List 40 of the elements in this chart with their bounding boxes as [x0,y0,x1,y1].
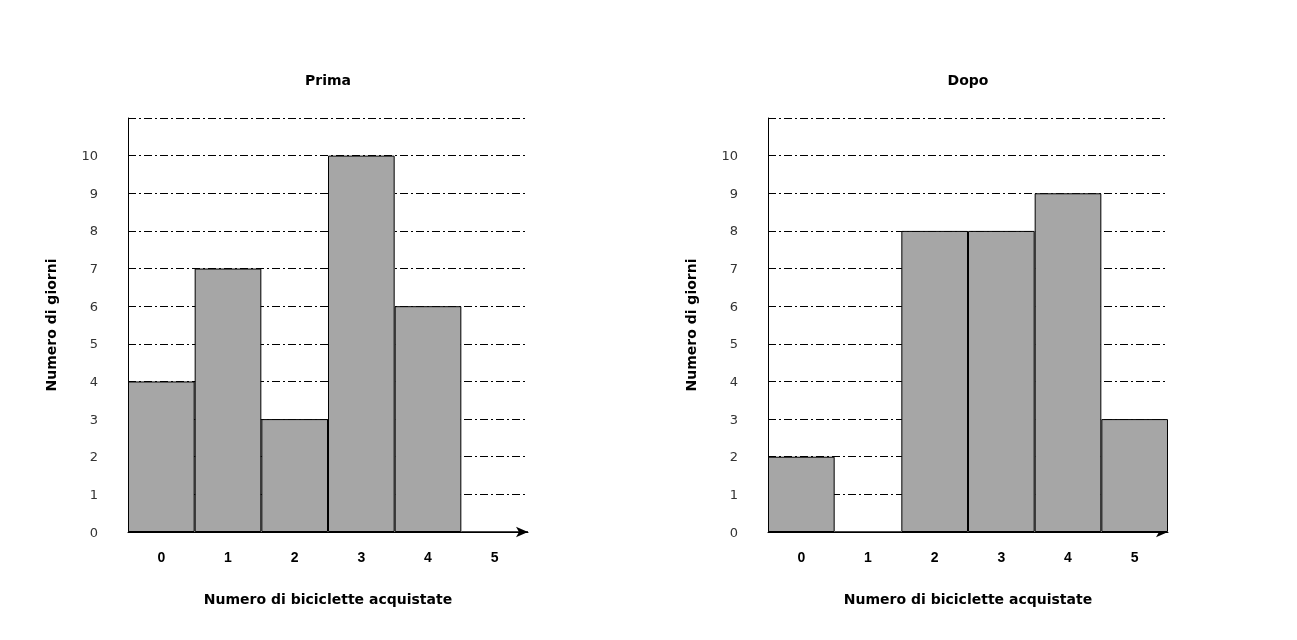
y-tick-label: 4 [729,373,738,389]
x-tick-label: 2 [930,549,939,565]
y-tick-label: 2 [729,449,738,465]
y-tick-label: 9 [729,185,738,201]
x-tick-label: 0 [157,549,166,565]
y-tick-label: 1 [89,486,98,502]
x-tick-label: 0 [797,549,806,565]
y-tick-label: 8 [729,223,738,239]
y-tick-label: 3 [729,411,738,427]
x-tick-label: 5 [1130,549,1139,565]
y-tick-label: 0 [729,524,738,540]
chart-title: Dopo [947,72,989,88]
x-tick-label: 1 [864,549,873,565]
y-tick-label: 10 [81,148,98,164]
y-tick-label: 5 [729,336,738,352]
x-axis-title: Numero di biciclette acquistate [843,591,1093,607]
y-tick-label: 2 [89,449,98,465]
y-tick-label: 1 [729,486,738,502]
chart-title: Prima [305,72,351,88]
x-tick-label: 4 [424,549,433,565]
y-tick-label: 6 [729,298,738,314]
x-tick-label: 5 [490,549,499,565]
y-axis-title: Numero di giorni [683,258,699,392]
y-tick-label: 7 [89,261,98,277]
x-tick-label: 2 [290,549,299,565]
y-tick-label: 7 [729,261,738,277]
y-tick-label: 9 [89,185,98,201]
y-tick-label: 4 [89,373,98,389]
x-tick-label: 4 [1064,549,1073,565]
x-tick-label: 1 [224,549,233,565]
y-tick-label: 8 [89,223,98,239]
y-axis-title: Numero di giorni [43,258,59,392]
y-tick-label: 6 [89,298,98,314]
y-tick-label: 0 [89,524,98,540]
y-tick-label: 3 [89,411,98,427]
x-axis-title: Numero di biciclette acquistate [203,591,453,607]
x-tick-label: 3 [357,549,366,565]
y-tick-label: 5 [89,336,98,352]
y-tick-label: 10 [721,148,738,164]
x-tick-label: 3 [997,549,1006,565]
